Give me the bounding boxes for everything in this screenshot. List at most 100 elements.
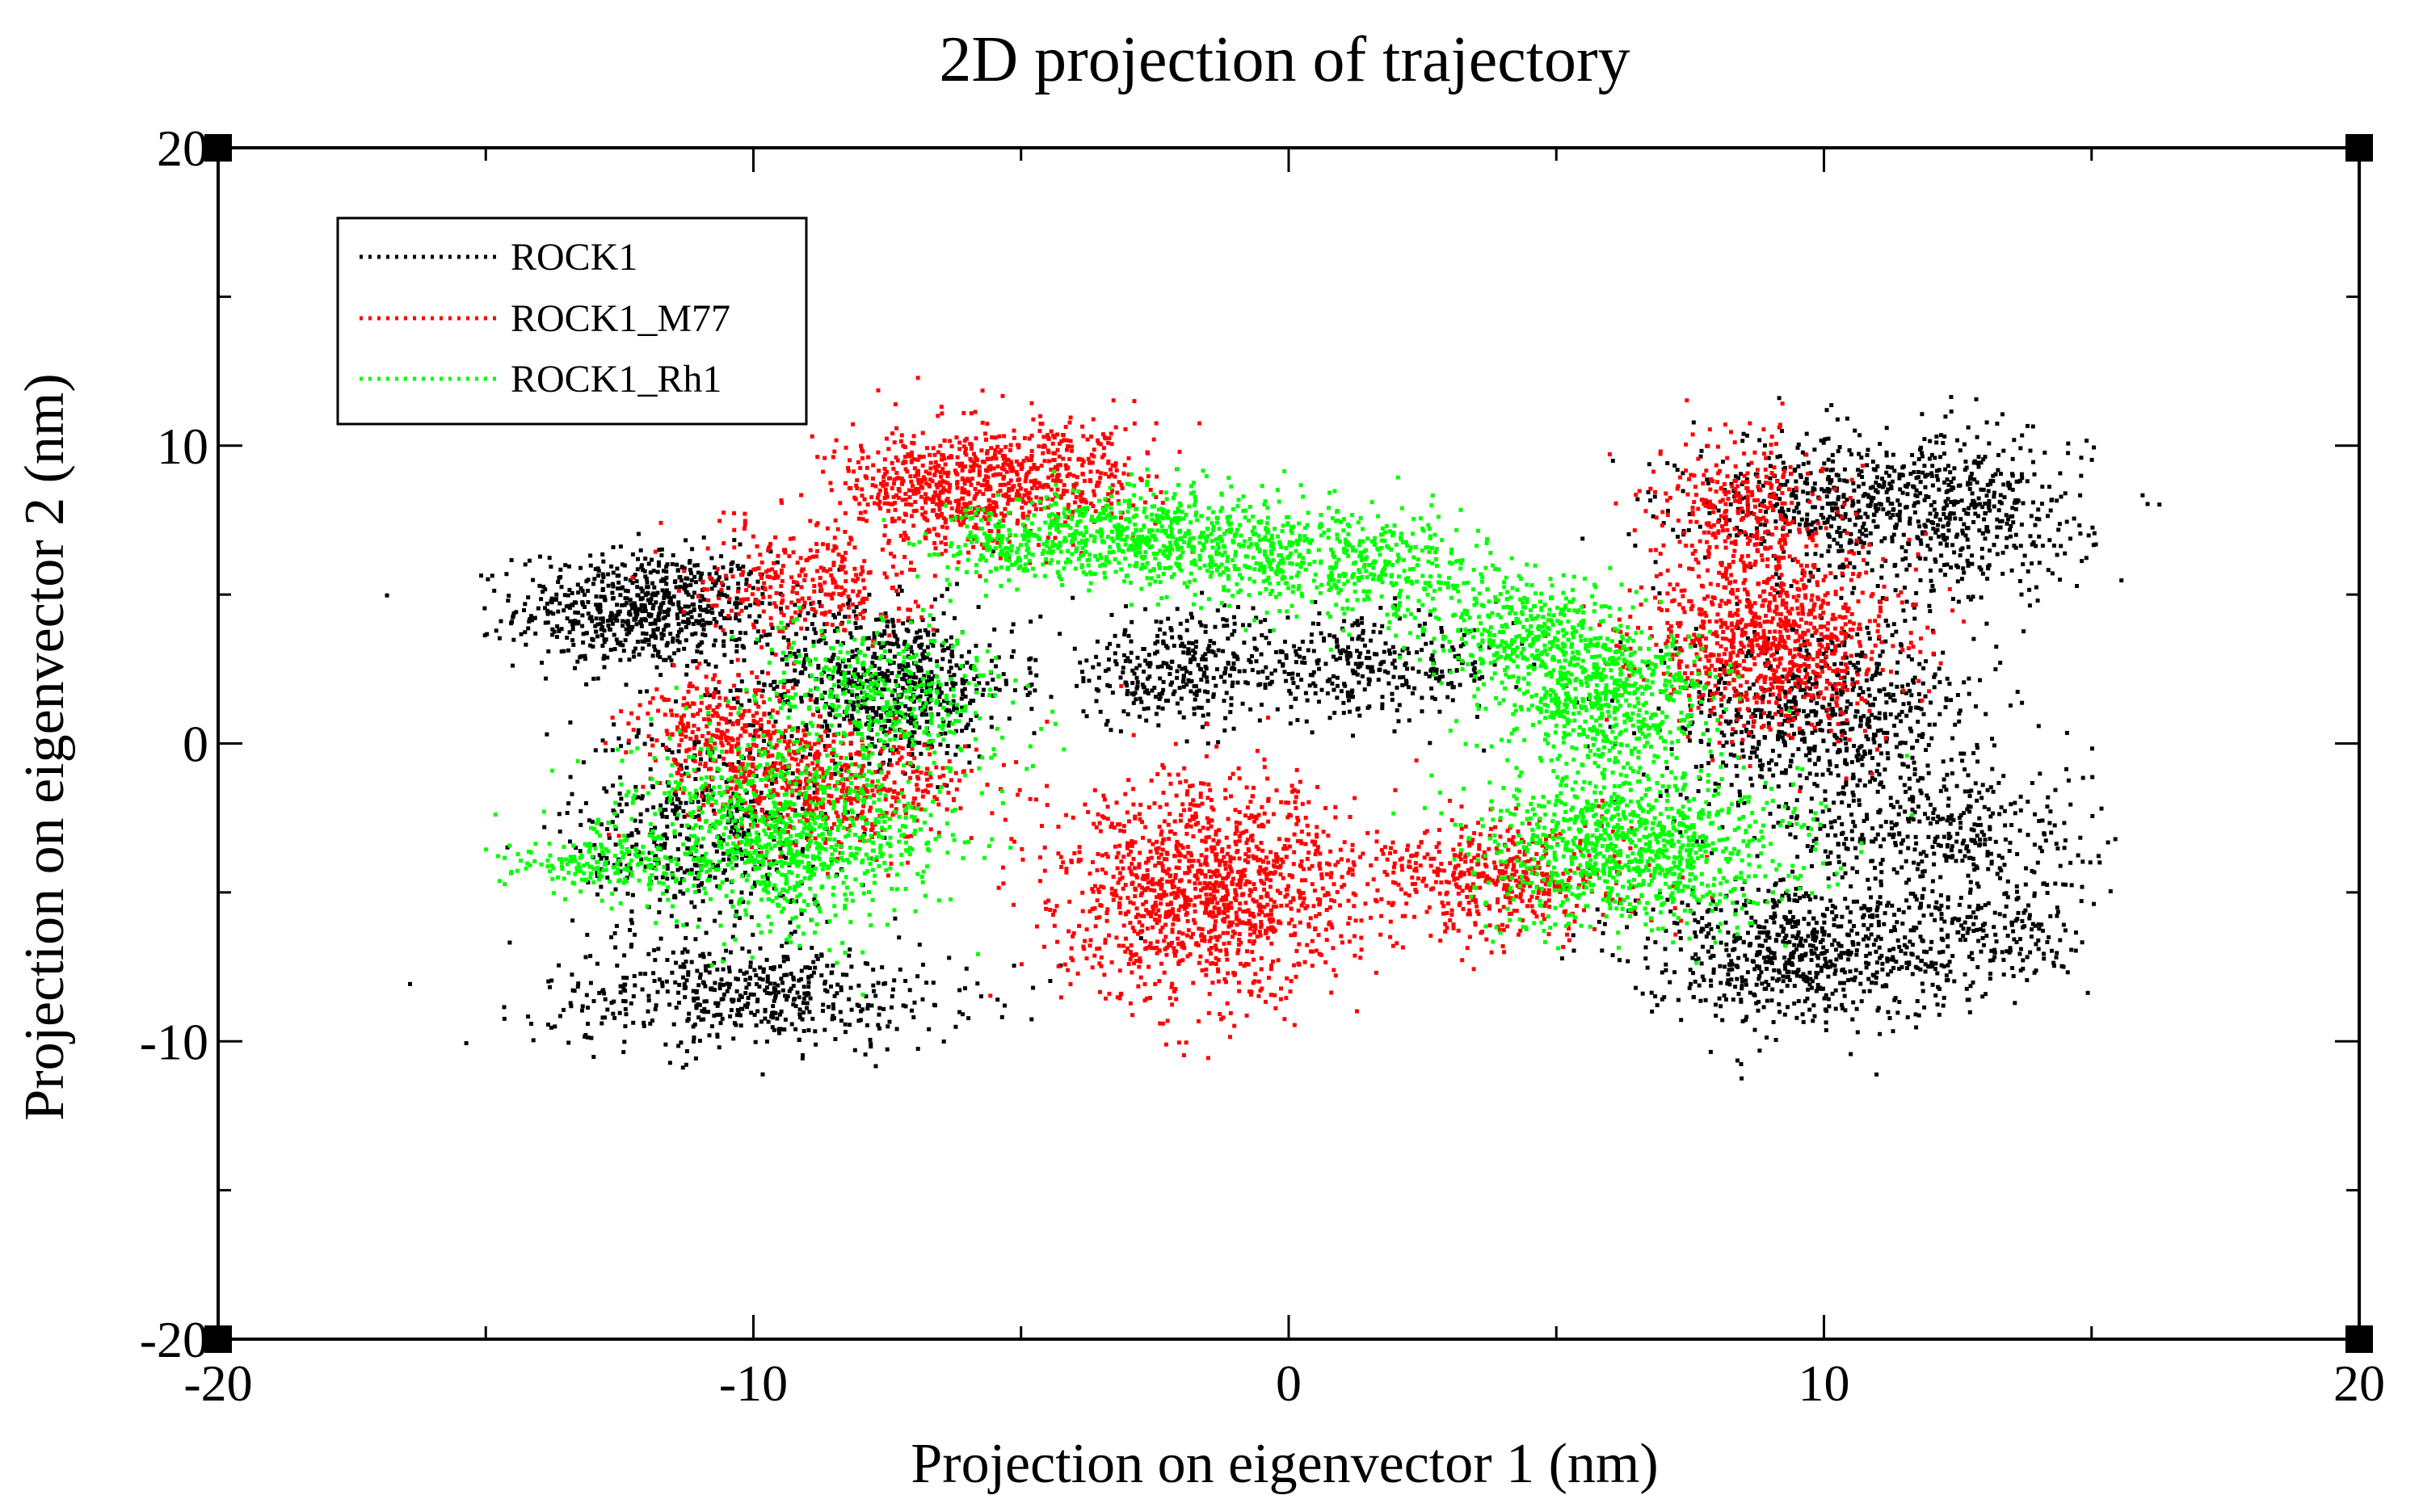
data-point — [897, 935, 902, 940]
data-point — [825, 989, 830, 993]
data-point — [1891, 532, 1896, 537]
data-point — [1162, 631, 1167, 636]
data-point — [849, 679, 854, 683]
data-point — [1251, 606, 1256, 611]
data-point — [573, 666, 577, 670]
data-point — [886, 1024, 890, 1029]
data-point — [702, 999, 707, 1004]
data-point — [1205, 647, 1210, 652]
data-point — [853, 667, 858, 672]
data-point — [1954, 783, 1959, 788]
data-point — [1873, 505, 1878, 510]
data-point — [1809, 522, 1814, 527]
data-point — [1610, 699, 1614, 703]
data-point — [1832, 516, 1836, 521]
data-point — [1985, 525, 1989, 530]
data-point — [642, 639, 647, 644]
data-point — [822, 981, 827, 986]
data-point — [1938, 541, 1943, 546]
data-point — [1977, 528, 1982, 533]
data-point — [1996, 780, 2001, 785]
data-point — [1169, 628, 1174, 632]
data-point — [1895, 660, 1900, 665]
data-point — [1651, 514, 1655, 519]
data-point — [809, 973, 814, 978]
data-point — [647, 850, 652, 855]
data-point — [743, 605, 748, 610]
data-point — [1175, 607, 1180, 611]
data-point — [919, 668, 923, 673]
data-point — [1938, 455, 1942, 460]
data-point — [1741, 431, 1746, 436]
data-point — [1188, 660, 1193, 665]
data-point — [1964, 846, 1969, 850]
data-point — [1944, 859, 1949, 863]
data-point — [1902, 783, 1907, 788]
data-point — [755, 1009, 760, 1014]
data-point — [1773, 572, 1778, 577]
data-point — [1820, 637, 1824, 642]
data-point — [1925, 816, 1930, 821]
data-point — [1937, 534, 1942, 539]
data-point — [1890, 479, 1895, 484]
data-point — [562, 649, 566, 653]
data-point — [1792, 732, 1797, 737]
data-point — [2030, 868, 2034, 873]
data-point — [519, 632, 524, 636]
data-point — [1728, 719, 1733, 724]
data-point — [1938, 875, 1943, 880]
data-point — [633, 784, 638, 789]
data-point — [1980, 505, 1985, 510]
data-point — [760, 670, 764, 674]
data-point — [1275, 707, 1280, 712]
data-point — [727, 719, 732, 724]
data-point — [1810, 633, 1815, 638]
data-point — [1646, 489, 1651, 494]
data-point — [730, 560, 735, 565]
data-point — [611, 570, 616, 575]
data-point — [2062, 821, 2067, 825]
data-point — [1975, 834, 1979, 838]
data-point — [1357, 654, 1361, 659]
data-point — [1916, 804, 1920, 809]
data-point — [1887, 481, 1892, 486]
data-point — [803, 666, 808, 671]
data-point — [1170, 635, 1175, 640]
data-point — [1203, 624, 1208, 628]
data-point — [701, 1017, 706, 1022]
data-point — [1356, 636, 1361, 641]
data-point — [1212, 640, 1217, 645]
data-point — [1802, 687, 1807, 692]
data-point — [1931, 811, 1936, 816]
data-point — [640, 794, 645, 799]
data-point — [940, 649, 945, 653]
data-point — [793, 808, 797, 813]
data-point — [1898, 850, 1903, 855]
data-point — [2063, 491, 2068, 496]
data-point — [679, 763, 683, 768]
data-point — [1949, 698, 1954, 703]
data-point — [636, 556, 640, 561]
data-point — [651, 569, 656, 573]
data-point — [639, 603, 644, 607]
data-point — [1934, 435, 1939, 439]
data-point — [902, 641, 907, 646]
data-point — [613, 842, 618, 847]
data-point — [1927, 603, 1932, 608]
data-point — [985, 681, 990, 686]
data-point — [1130, 668, 1135, 673]
data-point — [906, 618, 911, 623]
data-point — [1894, 821, 1899, 826]
data-point — [1884, 453, 1889, 458]
data-point — [549, 978, 554, 983]
data-point — [2020, 700, 2025, 705]
data-point — [1998, 661, 2003, 666]
data-point — [1796, 464, 1801, 468]
data-point — [919, 751, 923, 756]
data-point — [768, 549, 773, 554]
data-point — [1357, 664, 1362, 669]
data-point — [1901, 838, 1905, 842]
data-point — [1745, 636, 1750, 640]
data-point — [1808, 809, 1813, 814]
data-point — [1891, 452, 1895, 457]
